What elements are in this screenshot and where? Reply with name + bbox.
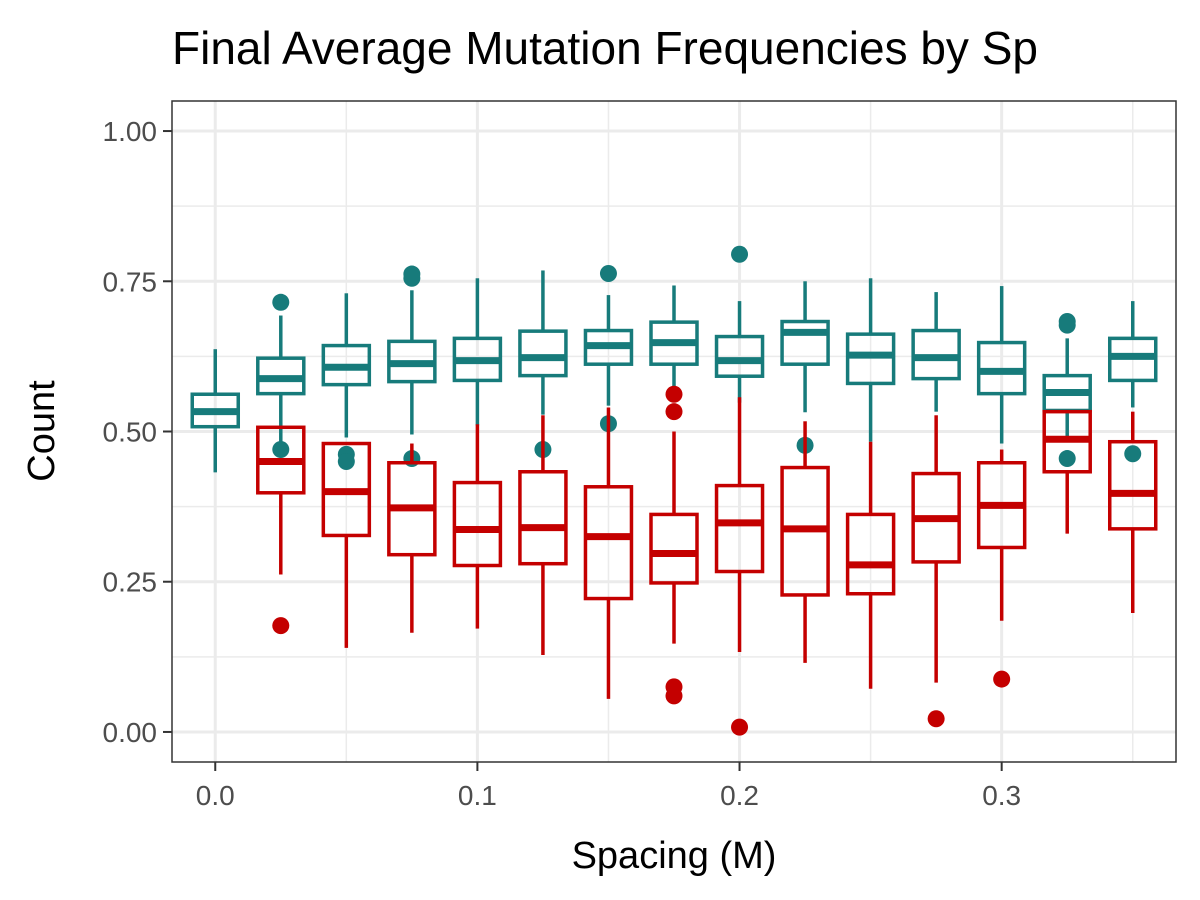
box-red (911, 415, 961, 728)
outlier-point (731, 718, 749, 736)
box-iqr (714, 483, 765, 574)
box-red (1042, 409, 1092, 534)
outlier-point (403, 269, 421, 287)
x-tick-label: 0.2 (720, 780, 759, 811)
box-iqr (845, 332, 896, 386)
box-red (256, 425, 306, 635)
outlier-point (599, 264, 617, 282)
box-iqr (518, 329, 568, 378)
outlier-point (1124, 445, 1142, 463)
outlier-point (1058, 316, 1076, 334)
outlier-point (1058, 450, 1076, 468)
box-teal (321, 293, 372, 471)
box-teal (976, 286, 1027, 444)
outlier-point (993, 670, 1011, 688)
box-teal (452, 278, 503, 426)
box-iqr (518, 470, 568, 566)
y-tick-label: 0.25 (103, 567, 158, 598)
y-tick-label: 0.00 (103, 717, 158, 748)
chart-title: Final Average Mutation Frequencies by Sp (172, 22, 1038, 74)
x-tick-label: 0.0 (196, 780, 235, 811)
box-red (780, 421, 830, 663)
box-teal (190, 349, 241, 473)
box-iqr (714, 334, 765, 378)
box-red (976, 449, 1027, 688)
box-teal (845, 278, 896, 442)
x-tick-label: 0.3 (982, 780, 1021, 811)
box-teal (1107, 301, 1158, 463)
x-tick-label: 0.1 (458, 780, 497, 811)
box-red (714, 397, 765, 736)
axes-layer: 0.00 0.25 0.50 0.75 1.00 0.0 0.1 0.2 0.3 (103, 116, 1022, 811)
outlier-point (337, 453, 355, 471)
box-iqr (583, 485, 634, 601)
y-tick-label: 0.50 (103, 417, 158, 448)
box-red (583, 407, 634, 699)
box-teal (518, 270, 568, 459)
box-teal (911, 292, 961, 412)
box-teal (256, 293, 306, 459)
box-red (845, 441, 896, 689)
outlier-point (272, 441, 290, 459)
outlier-point (665, 385, 683, 403)
outlier-point (272, 617, 290, 635)
outlier-point (665, 687, 683, 705)
outlier-point (272, 293, 290, 311)
outlier-point (731, 245, 749, 263)
box-red (321, 441, 372, 648)
box-red (1107, 411, 1158, 613)
box-red (649, 385, 699, 705)
box-iqr (845, 512, 896, 596)
box-iqr (780, 319, 830, 366)
box-red (452, 424, 503, 629)
y-tick-label: 1.00 (103, 116, 158, 147)
box-red (387, 443, 437, 633)
box-iqr (452, 480, 503, 568)
x-axis-title: Spacing (M) (572, 835, 777, 877)
box-iqr (649, 512, 699, 585)
box-teal (714, 245, 765, 403)
y-axis-title: Count (21, 380, 63, 482)
outlier-point (665, 403, 683, 421)
boxes-layer (190, 245, 1158, 736)
box-teal (583, 264, 634, 433)
box-iqr (1107, 439, 1158, 531)
outlier-point (927, 710, 945, 728)
y-tick-label: 0.75 (103, 266, 158, 297)
box-red (518, 415, 568, 656)
